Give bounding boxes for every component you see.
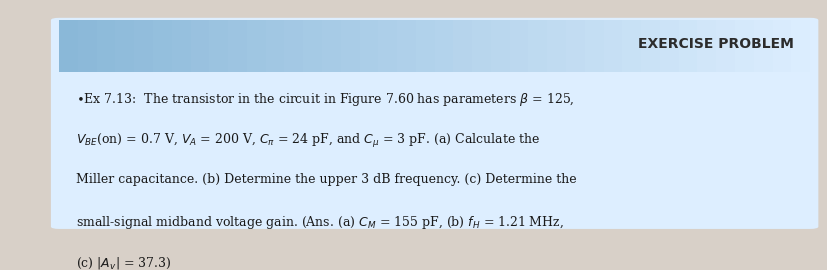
Bar	[97, 20, 115, 72]
Bar	[246, 20, 265, 72]
Bar	[284, 20, 303, 72]
Bar	[791, 20, 809, 72]
Bar	[622, 20, 640, 72]
Bar	[453, 20, 471, 72]
Bar	[378, 20, 397, 72]
Text: $V_{BE}$(on) = 0.7 V, $V_A$ = 200 V, $C_\pi$ = 24 pF, and $C_\mu$ = 3 pF. (a) Ca: $V_{BE}$(on) = 0.7 V, $V_A$ = 200 V, $C_…	[75, 131, 539, 150]
Bar	[659, 20, 678, 72]
Bar	[190, 20, 209, 72]
FancyBboxPatch shape	[50, 18, 817, 229]
Text: (c) $|A_v|$ = 37.3): (c) $|A_v|$ = 37.3)	[75, 255, 171, 270]
Bar	[415, 20, 434, 72]
Bar	[134, 20, 153, 72]
Text: Miller capacitance. (b) Determine the upper 3 dB frequency. (c) Determine the: Miller capacitance. (b) Determine the up…	[75, 173, 576, 186]
Bar	[115, 20, 134, 72]
Bar	[640, 20, 659, 72]
Bar	[584, 20, 603, 72]
Bar	[303, 20, 322, 72]
Bar	[322, 20, 341, 72]
Bar	[715, 20, 734, 72]
Bar	[228, 20, 246, 72]
Bar	[434, 20, 453, 72]
Bar	[490, 20, 509, 72]
Text: EXERCISE PROBLEM: EXERCISE PROBLEM	[637, 37, 792, 50]
Bar	[78, 20, 97, 72]
Bar	[528, 20, 547, 72]
Bar	[734, 20, 753, 72]
Text: $\bullet$Ex 7.13:  The transistor in the circuit in Figure 7.60 has parameters $: $\bullet$Ex 7.13: The transistor in the …	[75, 90, 574, 107]
Bar	[359, 20, 378, 72]
Bar	[509, 20, 528, 72]
Bar	[265, 20, 284, 72]
Bar	[678, 20, 696, 72]
Bar	[341, 20, 359, 72]
Bar	[547, 20, 566, 72]
Bar	[603, 20, 622, 72]
Bar	[397, 20, 415, 72]
Bar	[753, 20, 772, 72]
Bar	[696, 20, 715, 72]
Bar	[471, 20, 490, 72]
Bar	[59, 20, 78, 72]
Bar	[171, 20, 190, 72]
Bar	[772, 20, 791, 72]
Text: small-signal midband voltage gain. (Ans. (a) $C_M$ = 155 pF, (b) $f_H$ = 1.21 MH: small-signal midband voltage gain. (Ans.…	[75, 214, 563, 231]
Bar	[153, 20, 171, 72]
Bar	[566, 20, 584, 72]
Bar	[209, 20, 228, 72]
